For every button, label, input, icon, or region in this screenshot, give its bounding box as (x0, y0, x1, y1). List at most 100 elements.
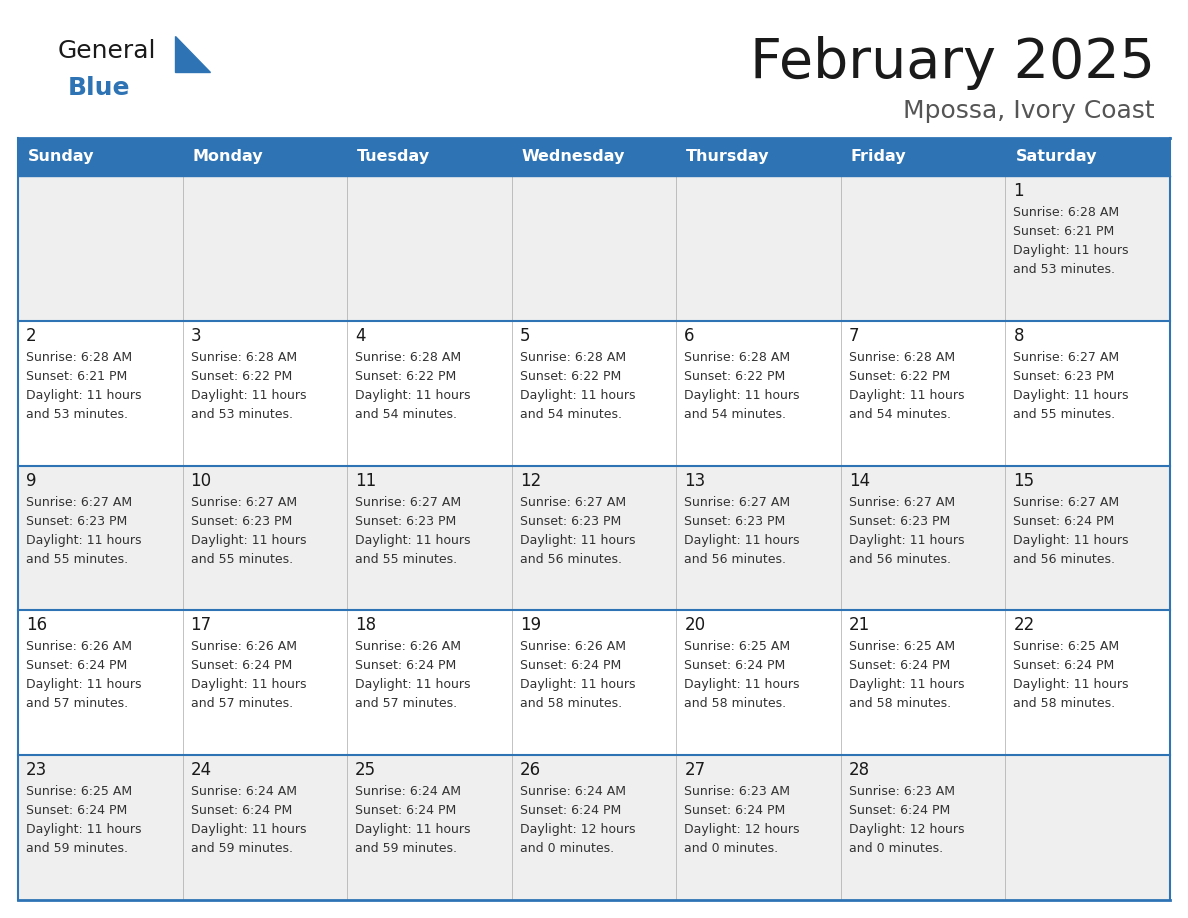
Text: Sunset: 6:22 PM: Sunset: 6:22 PM (190, 370, 292, 383)
Text: Friday: Friday (851, 150, 906, 164)
Text: Sunday: Sunday (29, 150, 95, 164)
Text: and 54 minutes.: and 54 minutes. (684, 408, 786, 420)
Text: Sunrise: 6:28 AM: Sunrise: 6:28 AM (849, 351, 955, 364)
Text: Saturday: Saturday (1016, 150, 1097, 164)
Bar (18, 465, 183, 610)
Text: Sunrise: 6:24 AM: Sunrise: 6:24 AM (355, 785, 461, 798)
Text: Sunset: 6:24 PM: Sunset: 6:24 PM (684, 659, 785, 672)
Bar (512, 176, 676, 320)
Text: Sunrise: 6:28 AM: Sunrise: 6:28 AM (1013, 206, 1119, 219)
Text: and 58 minutes.: and 58 minutes. (684, 698, 786, 711)
Text: 24: 24 (190, 761, 211, 779)
Text: Sunset: 6:24 PM: Sunset: 6:24 PM (26, 659, 127, 672)
Polygon shape (175, 36, 210, 72)
Text: Sunset: 6:21 PM: Sunset: 6:21 PM (26, 370, 127, 383)
Text: and 53 minutes.: and 53 minutes. (190, 408, 292, 420)
Text: Sunset: 6:24 PM: Sunset: 6:24 PM (1013, 515, 1114, 528)
Text: Daylight: 11 hours: Daylight: 11 hours (190, 389, 307, 402)
Text: 26: 26 (519, 761, 541, 779)
Bar (1005, 756, 1170, 900)
Text: 18: 18 (355, 616, 377, 634)
Text: Sunrise: 6:28 AM: Sunrise: 6:28 AM (355, 351, 461, 364)
Text: and 55 minutes.: and 55 minutes. (355, 553, 457, 565)
Bar (676, 176, 841, 320)
Text: 2: 2 (26, 327, 37, 345)
Text: and 58 minutes.: and 58 minutes. (519, 698, 621, 711)
Text: Sunrise: 6:25 AM: Sunrise: 6:25 AM (1013, 641, 1119, 654)
Text: Thursday: Thursday (687, 150, 770, 164)
Text: 13: 13 (684, 472, 706, 489)
Bar (841, 465, 1005, 610)
Bar (676, 610, 841, 756)
Bar (1005, 465, 1170, 610)
Text: Sunrise: 6:24 AM: Sunrise: 6:24 AM (190, 785, 297, 798)
Text: Daylight: 11 hours: Daylight: 11 hours (1013, 678, 1129, 691)
Text: 19: 19 (519, 616, 541, 634)
Bar (18, 756, 183, 900)
Text: Sunrise: 6:26 AM: Sunrise: 6:26 AM (190, 641, 297, 654)
Text: Sunrise: 6:25 AM: Sunrise: 6:25 AM (684, 641, 790, 654)
Text: Daylight: 11 hours: Daylight: 11 hours (1013, 244, 1129, 257)
Text: Wednesday: Wednesday (522, 150, 625, 164)
Text: Tuesday: Tuesday (358, 150, 430, 164)
Text: and 53 minutes.: and 53 minutes. (26, 408, 128, 420)
Text: 21: 21 (849, 616, 870, 634)
Text: 6: 6 (684, 327, 695, 345)
Text: Sunset: 6:24 PM: Sunset: 6:24 PM (849, 659, 950, 672)
Text: Daylight: 11 hours: Daylight: 11 hours (1013, 389, 1129, 402)
Text: and 56 minutes.: and 56 minutes. (849, 553, 950, 565)
Text: Sunrise: 6:28 AM: Sunrise: 6:28 AM (684, 351, 790, 364)
Text: Sunset: 6:22 PM: Sunset: 6:22 PM (684, 370, 785, 383)
Text: Sunrise: 6:27 AM: Sunrise: 6:27 AM (684, 496, 790, 509)
Text: Daylight: 12 hours: Daylight: 12 hours (519, 823, 636, 836)
Text: Sunrise: 6:24 AM: Sunrise: 6:24 AM (519, 785, 626, 798)
Text: 10: 10 (190, 472, 211, 489)
Text: and 59 minutes.: and 59 minutes. (190, 842, 292, 856)
Text: and 54 minutes.: and 54 minutes. (519, 408, 621, 420)
Text: Sunrise: 6:27 AM: Sunrise: 6:27 AM (355, 496, 461, 509)
Bar (1005, 320, 1170, 465)
Text: Sunset: 6:21 PM: Sunset: 6:21 PM (1013, 225, 1114, 238)
Text: and 54 minutes.: and 54 minutes. (355, 408, 457, 420)
Bar (347, 176, 512, 320)
Text: Daylight: 11 hours: Daylight: 11 hours (1013, 533, 1129, 546)
Text: Daylight: 11 hours: Daylight: 11 hours (684, 533, 800, 546)
Text: Sunset: 6:24 PM: Sunset: 6:24 PM (26, 804, 127, 817)
Bar (1005, 176, 1170, 320)
Text: and 53 minutes.: and 53 minutes. (1013, 263, 1116, 276)
Bar (18, 320, 183, 465)
Text: Daylight: 11 hours: Daylight: 11 hours (519, 389, 636, 402)
Bar (512, 610, 676, 756)
Text: Sunrise: 6:28 AM: Sunrise: 6:28 AM (26, 351, 132, 364)
Text: 15: 15 (1013, 472, 1035, 489)
Text: Sunset: 6:22 PM: Sunset: 6:22 PM (519, 370, 621, 383)
Text: 4: 4 (355, 327, 366, 345)
Text: and 57 minutes.: and 57 minutes. (26, 698, 128, 711)
Text: and 0 minutes.: and 0 minutes. (684, 842, 778, 856)
Text: Sunset: 6:22 PM: Sunset: 6:22 PM (355, 370, 456, 383)
Bar (841, 138, 1005, 176)
Text: Sunrise: 6:28 AM: Sunrise: 6:28 AM (519, 351, 626, 364)
Text: and 58 minutes.: and 58 minutes. (1013, 698, 1116, 711)
Text: Daylight: 11 hours: Daylight: 11 hours (190, 533, 307, 546)
Text: Daylight: 12 hours: Daylight: 12 hours (849, 823, 965, 836)
Text: and 55 minutes.: and 55 minutes. (190, 553, 292, 565)
Text: Monday: Monday (192, 150, 264, 164)
Text: Sunset: 6:23 PM: Sunset: 6:23 PM (684, 515, 785, 528)
Text: Sunrise: 6:25 AM: Sunrise: 6:25 AM (26, 785, 132, 798)
Text: and 54 minutes.: and 54 minutes. (849, 408, 950, 420)
Text: 23: 23 (26, 761, 48, 779)
Bar (512, 756, 676, 900)
Text: and 0 minutes.: and 0 minutes. (519, 842, 614, 856)
Text: 27: 27 (684, 761, 706, 779)
Bar (841, 320, 1005, 465)
Bar (676, 756, 841, 900)
Text: Sunrise: 6:27 AM: Sunrise: 6:27 AM (1013, 351, 1119, 364)
Text: Sunset: 6:24 PM: Sunset: 6:24 PM (849, 804, 950, 817)
Bar (1005, 610, 1170, 756)
Text: 5: 5 (519, 327, 530, 345)
Text: Sunset: 6:24 PM: Sunset: 6:24 PM (190, 804, 292, 817)
Text: Daylight: 11 hours: Daylight: 11 hours (849, 678, 965, 691)
Bar (183, 465, 347, 610)
Text: 9: 9 (26, 472, 37, 489)
